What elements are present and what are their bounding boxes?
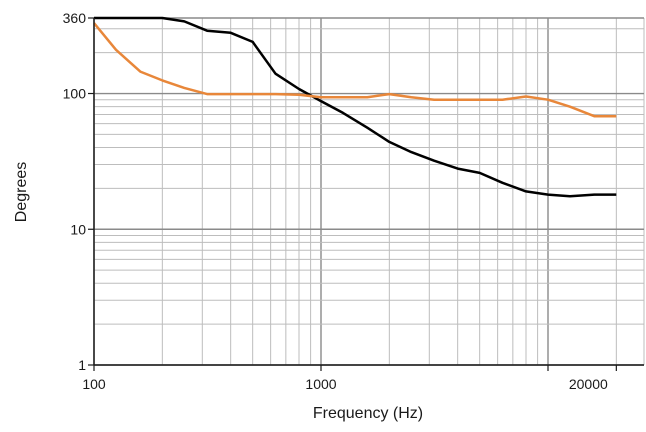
axes (93, 18, 644, 366)
x-tick-label: 20000 (569, 376, 608, 392)
y-tick-label: 10 (70, 221, 86, 237)
x-tick-label: 100 (82, 376, 106, 392)
series-layer (93, 16, 617, 198)
y-tick-label: 360 (63, 10, 87, 26)
grid (93, 17, 645, 366)
y-tick-label: 100 (63, 86, 87, 102)
x-axis-label: Frequency (Hz) (313, 405, 423, 422)
tick-labels: 1 10 100 360 100 1000 20000 (63, 10, 617, 392)
y-axis-label: Degrees (13, 162, 30, 222)
series-line-0 (94, 16, 617, 198)
y-tick-label: 1 (78, 357, 86, 373)
x-tick-label: 1000 (305, 376, 336, 392)
series-line-1 (93, 22, 617, 118)
